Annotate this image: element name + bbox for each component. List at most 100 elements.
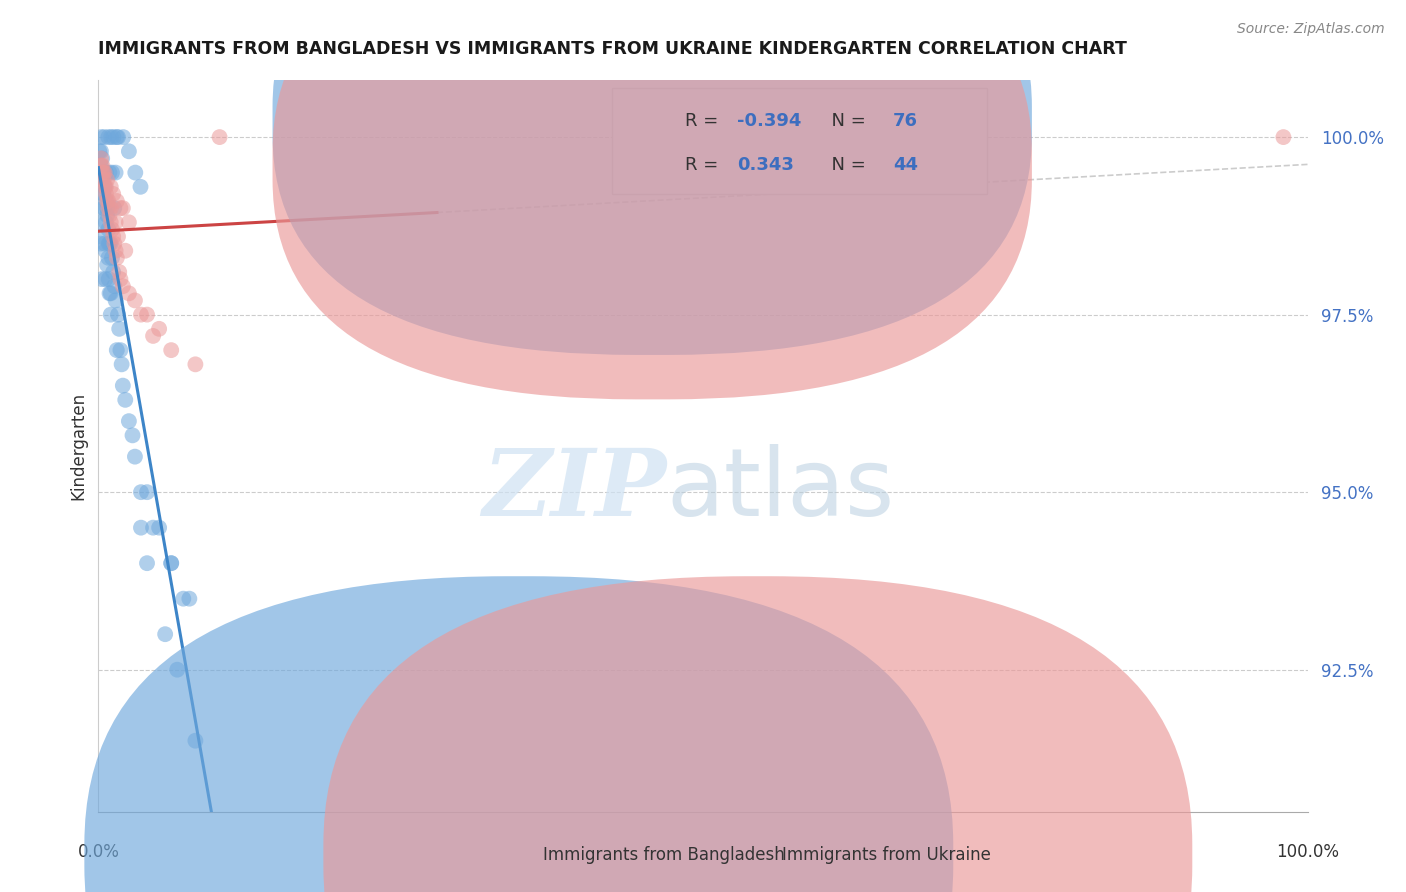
Point	[93, 236, 115, 251]
Point	[97, 130, 120, 145]
Point	[101, 265, 124, 279]
Point	[108, 265, 131, 279]
FancyBboxPatch shape	[613, 87, 987, 194]
Point	[93, 179, 115, 194]
Text: R =: R =	[685, 156, 730, 174]
Point	[90, 145, 112, 159]
Point	[103, 130, 125, 145]
Point	[90, 172, 112, 186]
Point	[129, 308, 152, 322]
Point	[93, 201, 115, 215]
Text: 0.0%: 0.0%	[77, 843, 120, 861]
Point	[114, 392, 136, 407]
Point	[129, 485, 152, 500]
Point	[142, 521, 165, 535]
Point	[91, 186, 114, 201]
Point	[94, 179, 117, 194]
Point	[107, 229, 129, 244]
Point	[100, 179, 122, 194]
Point	[107, 130, 129, 145]
Point	[97, 194, 120, 208]
Point	[93, 179, 115, 194]
Point	[93, 165, 115, 179]
Point	[160, 556, 183, 570]
Text: 0.343: 0.343	[737, 156, 794, 174]
Point	[208, 130, 231, 145]
Point	[160, 343, 183, 358]
Point	[179, 591, 201, 606]
Point	[111, 201, 134, 215]
Point	[124, 450, 146, 464]
Point	[105, 251, 128, 265]
Text: Immigrants from Bangladesh: Immigrants from Bangladesh	[543, 847, 785, 864]
Point	[101, 222, 124, 236]
Point	[121, 428, 143, 442]
Point	[114, 244, 136, 258]
Point	[101, 251, 124, 265]
Point	[103, 236, 125, 251]
Point	[90, 159, 112, 173]
Point	[160, 556, 183, 570]
Point	[153, 627, 176, 641]
Point	[1272, 130, 1295, 145]
Point	[98, 236, 121, 251]
Point	[91, 152, 114, 166]
Point	[97, 236, 120, 251]
Point	[118, 286, 141, 301]
Point	[93, 165, 115, 179]
Point	[108, 322, 131, 336]
Point	[172, 591, 194, 606]
Point	[100, 286, 122, 301]
Point	[124, 293, 146, 308]
Point	[124, 165, 146, 179]
Point	[136, 308, 159, 322]
Text: Source: ZipAtlas.com: Source: ZipAtlas.com	[1237, 22, 1385, 37]
Text: 44: 44	[893, 156, 918, 174]
Text: N =: N =	[820, 156, 872, 174]
Point	[184, 733, 207, 747]
Point	[98, 208, 121, 222]
Point	[148, 521, 170, 535]
Point	[93, 130, 115, 145]
Point	[107, 308, 129, 322]
Point	[96, 201, 118, 215]
Point	[100, 308, 122, 322]
Point	[93, 165, 115, 179]
FancyBboxPatch shape	[273, 0, 1032, 355]
Point	[90, 152, 112, 166]
Point	[129, 521, 152, 535]
Point	[94, 194, 117, 208]
Text: R =: R =	[685, 112, 724, 130]
Point	[136, 485, 159, 500]
Point	[94, 215, 117, 229]
Point	[142, 329, 165, 343]
Text: N =: N =	[820, 112, 872, 130]
Point	[91, 165, 114, 179]
Point	[89, 145, 111, 159]
Point	[93, 186, 115, 201]
Point	[112, 130, 135, 145]
Point	[118, 145, 141, 159]
Point	[104, 215, 127, 229]
Point	[97, 272, 120, 286]
Point	[100, 215, 122, 229]
Point	[90, 229, 112, 244]
Point	[96, 258, 118, 272]
Point	[96, 172, 118, 186]
Point	[94, 244, 117, 258]
Point	[94, 272, 117, 286]
Point	[101, 229, 124, 244]
Point	[97, 201, 120, 215]
Point	[101, 186, 124, 201]
Text: 100.0%: 100.0%	[1277, 843, 1339, 861]
Point	[105, 130, 128, 145]
Point	[111, 357, 134, 371]
Point	[110, 343, 132, 358]
Point	[184, 357, 207, 371]
Point	[105, 343, 128, 358]
Text: 76: 76	[893, 112, 918, 130]
Point	[94, 186, 117, 201]
Text: IMMIGRANTS FROM BANGLADESH VS IMMIGRANTS FROM UKRAINE KINDERGARTEN CORRELATION C: IMMIGRANTS FROM BANGLADESH VS IMMIGRANTS…	[98, 40, 1128, 58]
Point	[129, 179, 152, 194]
Point	[91, 165, 114, 179]
